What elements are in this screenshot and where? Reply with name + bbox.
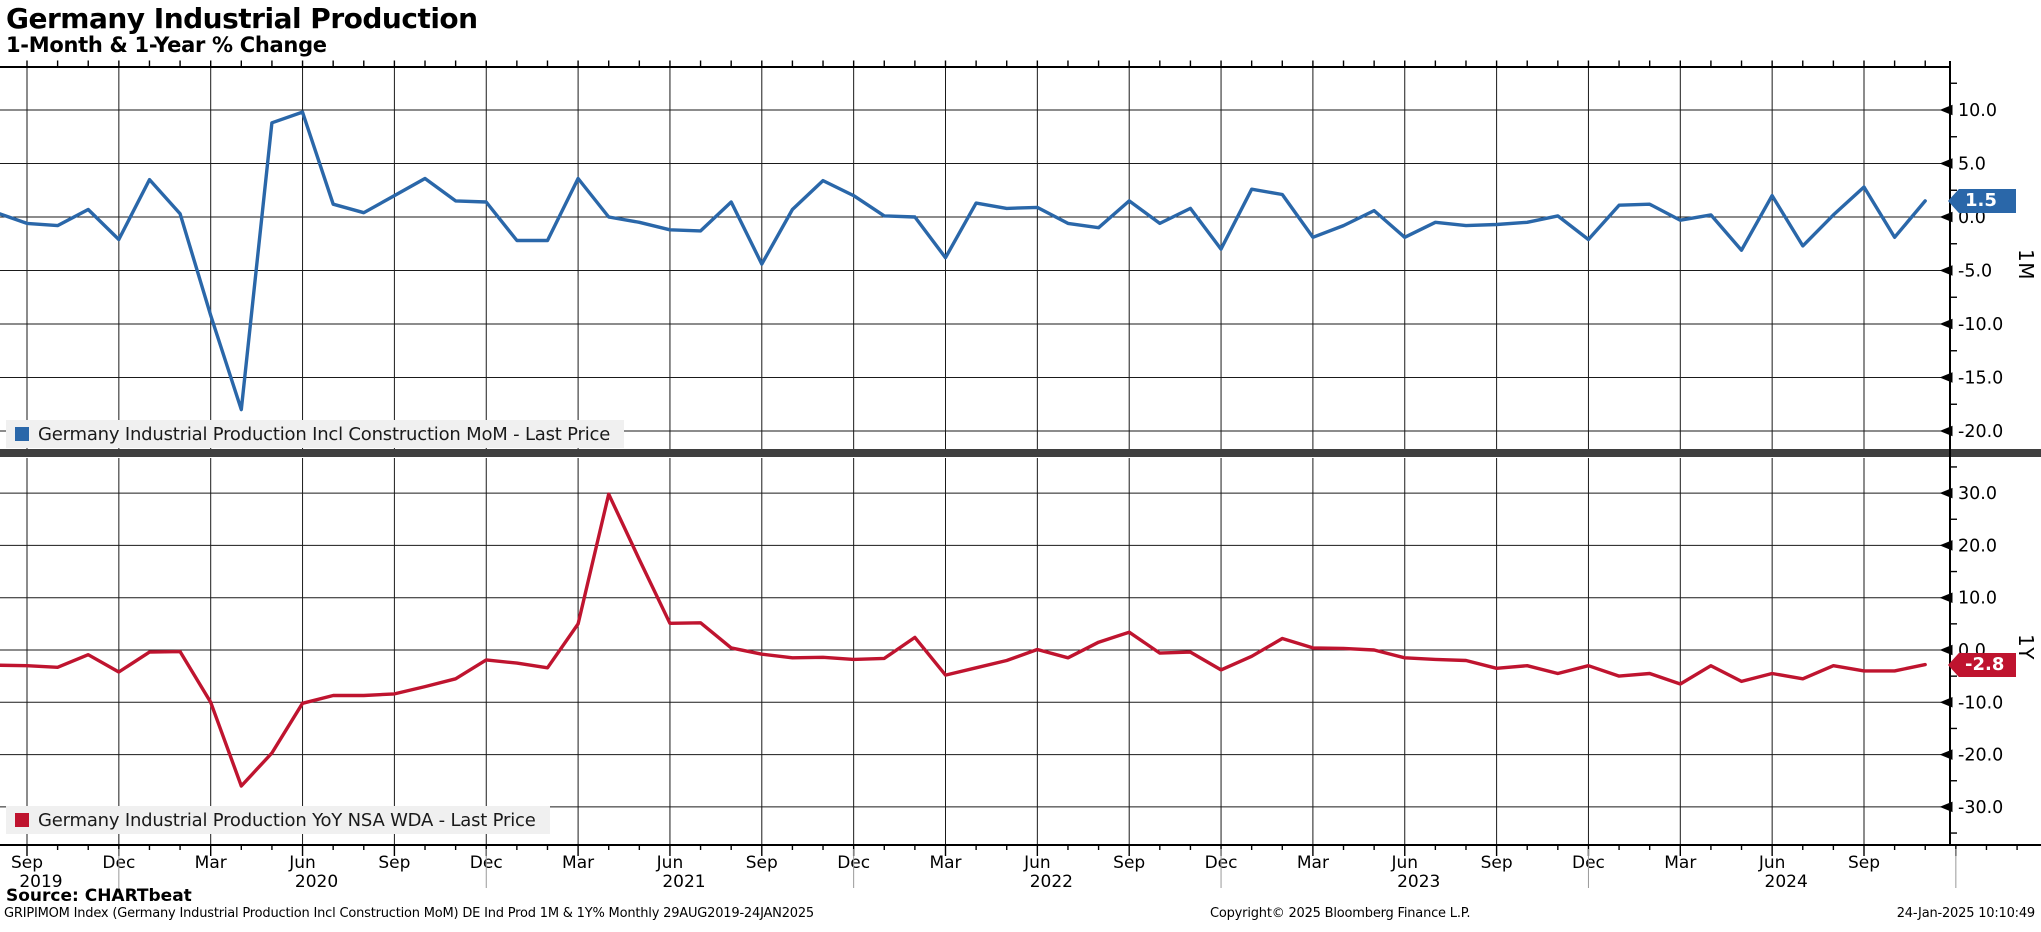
footer-copyright: Copyright© 2025 Bloomberg Finance L.P. [1210,906,1471,921]
svg-text:Sep: Sep [1113,853,1145,873]
axes [0,60,2041,856]
svg-text:Jun: Jun [288,853,316,873]
svg-text:Jun: Jun [656,853,684,873]
svg-text:30.0: 30.0 [1958,484,1997,504]
svg-text:Jun: Jun [1758,853,1786,873]
svg-text:-20.0: -20.0 [1958,422,2003,442]
svg-text:5.0: 5.0 [1958,155,1986,175]
legend-yoy-label: Germany Industrial Production YoY NSA WD… [38,809,536,831]
mom-swatch-icon [15,427,29,441]
svg-text:Mar: Mar [929,853,961,873]
svg-text:-10.0: -10.0 [1958,315,2003,335]
svg-text:Sep: Sep [746,853,778,873]
x-axis-labels: Sep Dec Mar Jun Sep Dec Mar Jun Sep Dec Mar Jun Sep D… [11,849,1957,892]
legend-mom[interactable]: Germany Industrial Production Incl Const… [6,420,625,448]
svg-text:Jun: Jun [1023,853,1051,873]
footer-description: GRIPIMOM Index (Germany Industrial Produ… [4,906,814,921]
svg-text:-20.0: -20.0 [1958,746,2003,766]
svg-text:Jun: Jun [1390,853,1418,873]
svg-text:Mar: Mar [562,853,594,873]
page-title: Germany Industrial Production [6,2,478,35]
svg-text:2023: 2023 [1397,872,1440,892]
svg-text:Sep: Sep [378,853,410,873]
axis-label-1m: 1M [2014,249,2038,280]
svg-text:2022: 2022 [1030,872,1073,892]
svg-text:-30.0: -30.0 [1958,798,2003,818]
legend-mom-label: Germany Industrial Production Incl Const… [38,423,611,445]
last-price-badge-yoy: -2.8 [1948,653,2016,677]
footer-datetime: 24-Jan-2025 10:10:49 [1896,906,2035,921]
svg-text:2021: 2021 [662,872,705,892]
axis-label-1y: 1Y [2014,634,2038,660]
svg-text:20.0: 20.0 [1958,536,1997,556]
last-price-badge-mom: 1.5 [1948,189,2016,213]
gridlines [0,67,1950,845]
page-subtitle: 1-Month & 1-Year % Change [6,33,327,57]
svg-text:-10.0: -10.0 [1958,693,2003,713]
svg-text:Mar: Mar [1664,853,1696,873]
source-label: Source: CHARTbeat [6,886,192,906]
svg-text:10.0: 10.0 [1958,589,1997,609]
panel-separator [0,449,2041,457]
svg-text:0.0: 0.0 [1958,208,1986,228]
svg-text:Sep: Sep [11,853,43,873]
svg-text:Sep: Sep [1848,853,1880,873]
svg-text:Sep: Sep [1481,853,1513,873]
yoy-swatch-icon [15,813,29,827]
svg-text:-5.0: -5.0 [1958,262,1992,282]
svg-text:-15.0: -15.0 [1958,369,2003,389]
legend-yoy[interactable]: Germany Industrial Production YoY NSA WD… [6,806,550,834]
svg-text:2024: 2024 [1765,872,1808,892]
svg-text:2019: 2019 [19,872,62,892]
mom-line [0,110,1927,412]
svg-text:2020: 2020 [295,872,338,892]
svg-text:Mar: Mar [1297,853,1329,873]
svg-text:10.0: 10.0 [1958,101,1997,121]
yoy-line [0,492,1927,788]
svg-text:Mar: Mar [195,853,227,873]
